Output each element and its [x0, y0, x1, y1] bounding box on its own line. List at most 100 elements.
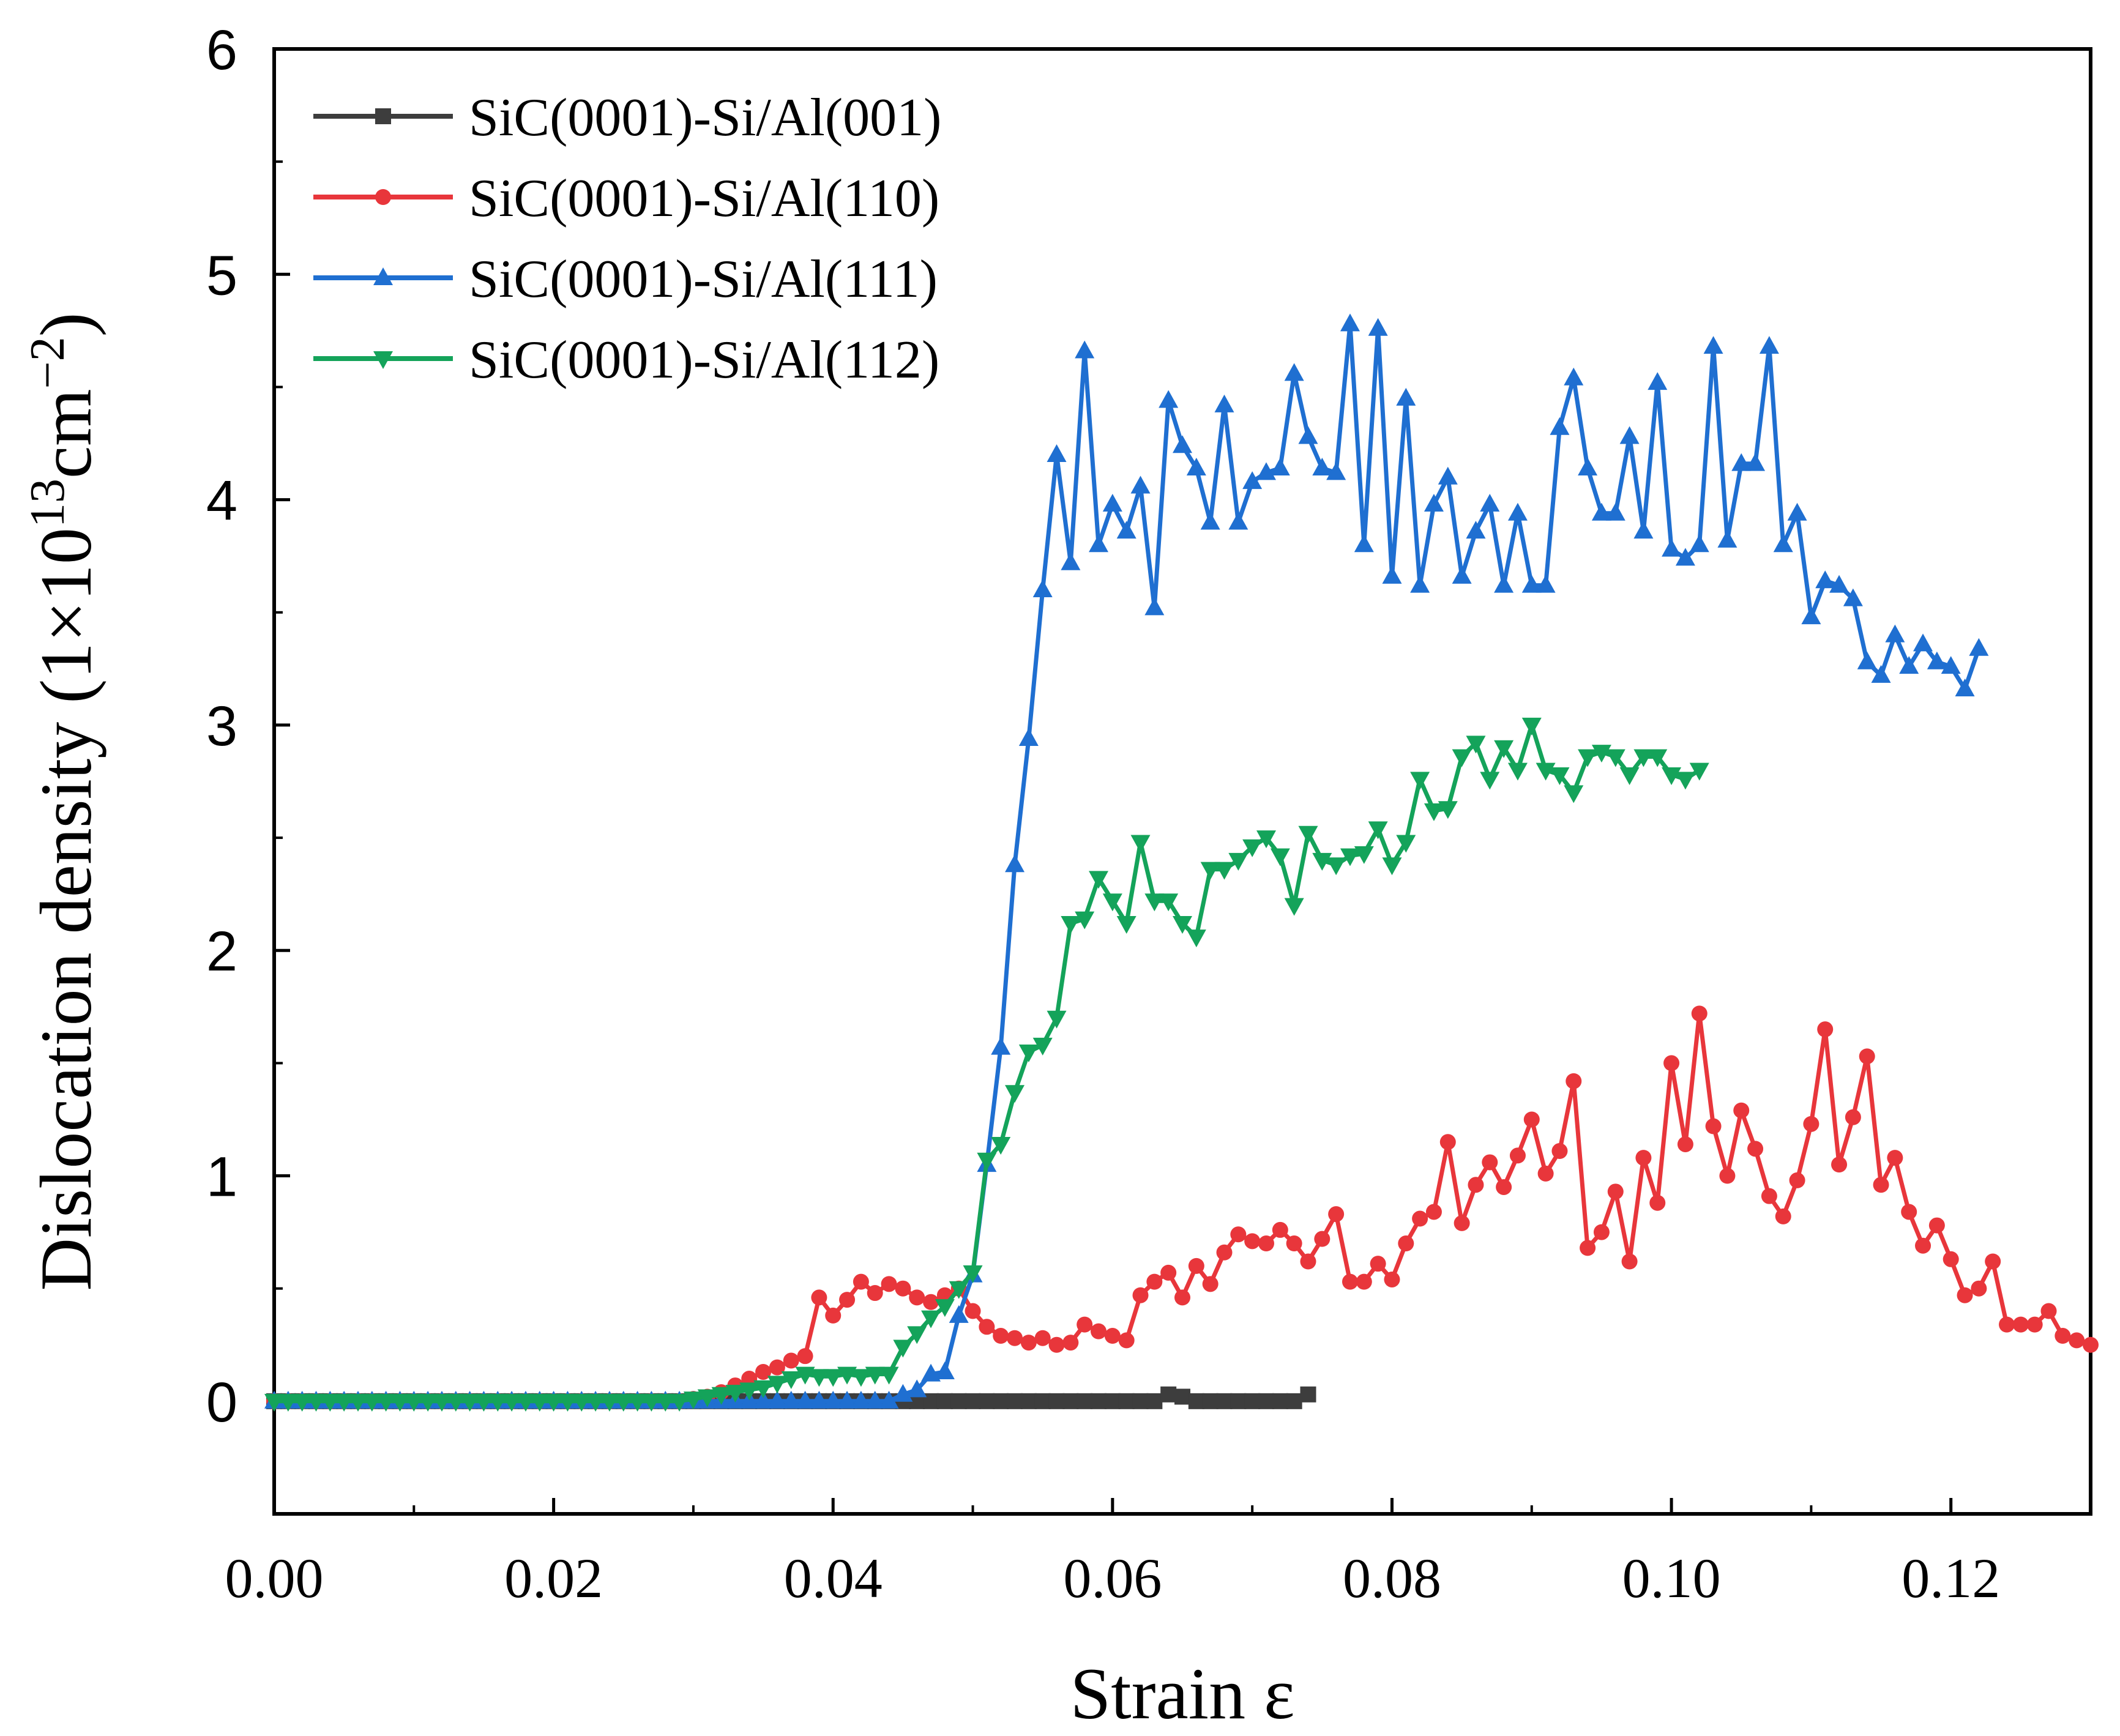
- data-point: [1173, 435, 1192, 453]
- data-point: [670, 1393, 690, 1412]
- x-tick-label: 0.12: [1902, 1547, 2000, 1609]
- data-point: [1216, 1393, 1233, 1409]
- data-point: [1773, 534, 1793, 553]
- data-point: [1034, 1330, 1051, 1346]
- data-point: [1061, 552, 1081, 570]
- data-point: [1230, 1393, 1247, 1409]
- data-point: [1733, 1102, 1750, 1119]
- data-point: [1468, 1177, 1484, 1193]
- data-point: [1607, 1183, 1624, 1200]
- data-point: [1496, 1179, 1512, 1195]
- data-point: [1635, 1150, 1652, 1166]
- data-point: [1118, 1393, 1135, 1409]
- data-point: [1425, 1204, 1442, 1220]
- data-point: [1675, 772, 1695, 790]
- data-point: [1384, 1271, 1400, 1287]
- data-point: [1326, 462, 1346, 480]
- data-point: [558, 1393, 578, 1412]
- data-point: [529, 1393, 550, 1412]
- y-tick-label: 4: [206, 470, 237, 532]
- data-point: [431, 1393, 452, 1412]
- data-point: [1370, 1256, 1386, 1272]
- data-point: [1859, 1048, 1875, 1065]
- data-point: [1482, 1154, 1498, 1171]
- data-point: [1717, 529, 1737, 548]
- data-point: [921, 1363, 941, 1382]
- data-point: [1507, 502, 1528, 521]
- x-tick-label: 0.08: [1343, 1547, 1441, 1609]
- data-point: [1591, 745, 1611, 763]
- axis-ticks: 0.00 0.02 0.04 0.06 0.08 0.10 0.12 0 1 2 3 4 5 6: [206, 19, 2000, 1609]
- data-point: [2083, 1336, 2099, 1353]
- data-point: [1410, 772, 1430, 790]
- data-point: [1507, 762, 1528, 781]
- data-point: [881, 1276, 897, 1292]
- data-point: [1955, 678, 1975, 696]
- y-axis-title-exp1: 13: [21, 479, 75, 527]
- data-point: [362, 1393, 382, 1412]
- data-point: [502, 1393, 522, 1412]
- data-point: [1382, 857, 1402, 876]
- data-point: [993, 1393, 1009, 1409]
- data-point: [1775, 1208, 1791, 1224]
- data-point: [949, 1305, 969, 1323]
- data-point: [1537, 1165, 1554, 1182]
- data-point: [1354, 846, 1374, 864]
- data-point: [1943, 1251, 1959, 1267]
- data-point: [1580, 1240, 1596, 1256]
- data-point: [2069, 1332, 2085, 1349]
- data-point: [769, 1359, 785, 1376]
- y-axis-title-prefix: Dislocation density (1×10: [25, 527, 106, 1291]
- data-point: [851, 1369, 871, 1387]
- data-point: [1745, 453, 1766, 471]
- data-point: [1258, 1393, 1274, 1409]
- x-tick-label: 0.10: [1622, 1547, 1721, 1609]
- data-point: [1703, 336, 1723, 354]
- data-point: [1494, 575, 1514, 593]
- data-point: [1089, 534, 1109, 553]
- data-point: [1452, 749, 1472, 767]
- data-point: [1675, 548, 1695, 566]
- data-point: [1244, 1233, 1261, 1250]
- data-point: [1342, 1273, 1358, 1290]
- data-point: [809, 1390, 829, 1409]
- data-point: [655, 1393, 676, 1412]
- data-point: [1789, 1172, 1805, 1188]
- data-point: [767, 1390, 787, 1409]
- y-axis-title: Dislocation density (1×1013cm−2): [21, 312, 106, 1291]
- data-point: [1242, 839, 1263, 857]
- data-point: [865, 1390, 885, 1409]
- data-point: [1815, 570, 1835, 589]
- data-point: [1005, 1085, 1025, 1103]
- data-point: [1915, 1237, 1932, 1254]
- data-point: [1104, 1393, 1121, 1409]
- data-point: [1913, 633, 1933, 652]
- data-point: [823, 1390, 843, 1409]
- data-point: [2055, 1328, 2071, 1344]
- data-point: [1130, 475, 1151, 494]
- data-point: [1077, 1316, 1093, 1333]
- data-point: [1340, 313, 1360, 332]
- data-point: [1356, 1273, 1372, 1290]
- x-axis-title: Strain ε: [1070, 1653, 1294, 1734]
- data-point: [907, 1326, 927, 1344]
- data-point: [1174, 1289, 1190, 1306]
- data-point: [853, 1273, 869, 1290]
- data-point: [586, 1393, 606, 1412]
- data-point: [1286, 1393, 1302, 1409]
- data-point: [1091, 1323, 1107, 1339]
- data-point: [1564, 785, 1584, 803]
- x-tick-label: 0.00: [225, 1547, 324, 1609]
- data-point: [1871, 665, 1891, 683]
- data-point: [1466, 736, 1486, 754]
- data-point: [783, 1352, 799, 1369]
- data-point: [1160, 1386, 1177, 1403]
- data-point: [1272, 1393, 1288, 1409]
- data-point: [781, 1390, 801, 1409]
- data-point: [1591, 502, 1611, 521]
- data-point: [1480, 772, 1500, 790]
- legend-marker: [375, 108, 391, 124]
- data-point: [1214, 862, 1234, 880]
- data-point: [1270, 848, 1290, 866]
- data-point: [1887, 1150, 1903, 1166]
